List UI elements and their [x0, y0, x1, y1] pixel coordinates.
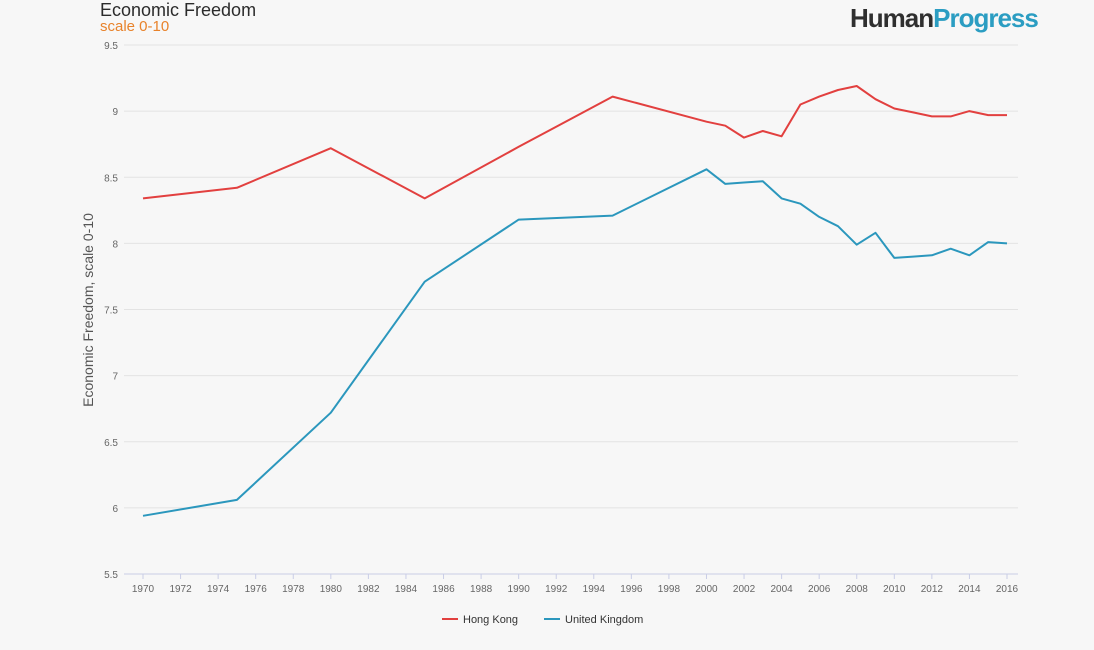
- x-tick-label: 1990: [508, 584, 531, 595]
- x-tick-label: 1984: [395, 584, 418, 595]
- x-tick-label: 1974: [207, 584, 230, 595]
- x-tick-label: 2014: [958, 584, 981, 595]
- legend: Hong Kong United Kingdom: [442, 614, 643, 626]
- series-line-2[interactable]: [142, 168, 1008, 517]
- x-tick-label: 2008: [846, 584, 869, 595]
- x-tick-label: 2012: [921, 584, 944, 595]
- x-tick-label: 2010: [883, 584, 906, 595]
- y-axis: 5.5 6 6.5 7 7.5 8 8.5 9 9.5: [104, 41, 118, 581]
- x-tick-label: 1972: [169, 584, 192, 595]
- chart-title: Economic Freedom: [100, 0, 257, 20]
- x-tick-label: 2004: [770, 584, 793, 595]
- x-tick-label: 1994: [583, 584, 606, 595]
- x-tick-label: 1996: [620, 584, 643, 595]
- x-tick-label: 2006: [808, 584, 831, 595]
- x-tick-label: 2002: [733, 584, 756, 595]
- brand-logo[interactable]: HumanProgress: [850, 3, 1039, 33]
- y-tick-label: 6.5: [104, 438, 118, 449]
- x-tick-label: 1992: [545, 584, 568, 595]
- chart-subtitle: scale 0-10: [100, 18, 170, 35]
- x-tick-label: 1998: [658, 584, 681, 595]
- y-tick-label: 7.5: [104, 306, 118, 317]
- x-tick-label: 1988: [470, 584, 493, 595]
- y-tick-label: 8.5: [104, 173, 118, 184]
- x-tick-label: 1978: [282, 584, 305, 595]
- x-tick-label: 1976: [245, 584, 268, 595]
- legend-label[interactable]: United Kingdom: [565, 614, 643, 626]
- series-lines: [142, 85, 1008, 517]
- legend-label[interactable]: Hong Kong: [463, 614, 518, 626]
- x-tick-label: 1986: [432, 584, 455, 595]
- x-tick-label: 1982: [357, 584, 380, 595]
- x-tick-label: 1980: [320, 584, 343, 595]
- y-tick-label: 5.5: [104, 570, 118, 581]
- y-tick-label: 8: [112, 239, 118, 250]
- x-tick-label: 1970: [132, 584, 155, 595]
- x-tick-label: 2000: [695, 584, 718, 595]
- y-tick-label: 9: [112, 107, 118, 118]
- series-line-1[interactable]: [142, 85, 1007, 200]
- grid-lines: [124, 44, 1018, 509]
- y-axis-title: Economic Freedom, scale 0-10: [80, 213, 96, 407]
- x-axis: 1970 1972 1974 1976 1978 1980 1982 1984 1986 1988…: [124, 573, 1019, 595]
- brand-logo-part2: Progress: [933, 3, 1039, 33]
- y-tick-label: 9.5: [104, 41, 118, 52]
- brand-logo-part1: Human: [850, 3, 934, 33]
- y-tick-label: 6: [112, 504, 118, 515]
- x-tick-label: 2016: [996, 584, 1019, 595]
- y-tick-label: 7: [112, 372, 118, 383]
